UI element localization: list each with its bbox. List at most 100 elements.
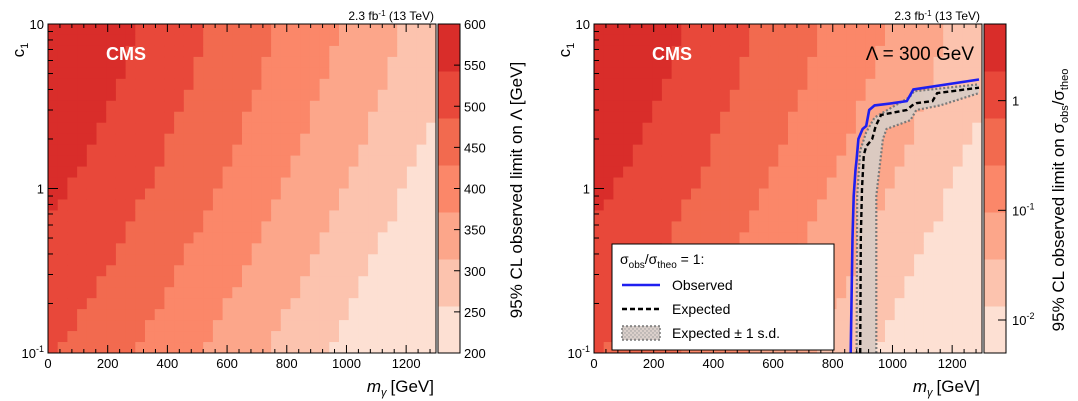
heatmap-cell bbox=[319, 265, 330, 277]
heatmap-cell bbox=[661, 166, 673, 179]
heatmap-cell bbox=[817, 34, 828, 47]
heatmap-cell bbox=[681, 122, 692, 135]
heatmap-cell bbox=[720, 155, 731, 168]
heatmap-cell bbox=[329, 265, 340, 277]
heatmap-cell bbox=[339, 177, 350, 190]
heatmap-cell bbox=[96, 243, 107, 255]
heatmap-cell bbox=[106, 210, 117, 222]
heatmap-cell bbox=[710, 45, 721, 58]
heatmap-cell bbox=[115, 45, 127, 58]
heatmap-cell bbox=[914, 34, 925, 47]
heatmap-cell bbox=[778, 56, 789, 69]
heatmap-cell bbox=[952, 298, 964, 310]
heatmap-cell bbox=[788, 199, 799, 212]
heatmap-cell bbox=[885, 144, 896, 157]
heatmap-cell bbox=[48, 56, 59, 69]
heatmap-cell bbox=[817, 111, 828, 124]
heatmap-cell bbox=[309, 78, 321, 91]
heatmap-cell bbox=[203, 276, 214, 288]
heatmap-cell bbox=[125, 24, 136, 36]
heatmap-cell bbox=[923, 166, 935, 179]
heatmap-cell bbox=[164, 177, 175, 190]
heatmap-cell bbox=[972, 122, 982, 135]
heatmap-cell bbox=[164, 265, 175, 277]
heatmap-cell bbox=[174, 287, 185, 299]
heatmap-cell bbox=[426, 331, 436, 343]
heatmap-cell bbox=[271, 144, 282, 157]
heatmap-cell bbox=[406, 100, 418, 113]
heatmap-cell bbox=[309, 199, 321, 212]
heatmap-cell bbox=[193, 320, 204, 332]
heatmap-cell bbox=[164, 45, 175, 58]
heatmap-cell bbox=[788, 24, 799, 36]
heatmap-cell bbox=[972, 254, 982, 266]
heatmap-cell bbox=[232, 24, 243, 36]
heatmap-cell bbox=[309, 342, 321, 353]
heatmap-cell bbox=[164, 24, 175, 36]
heatmap-cell bbox=[290, 166, 301, 179]
heatmap-cell bbox=[700, 56, 711, 69]
heatmap-cell bbox=[212, 188, 224, 201]
heatmap-cell bbox=[86, 133, 98, 146]
heatmap-cell bbox=[603, 320, 614, 332]
heatmap-cell bbox=[661, 188, 673, 201]
heatmap-cell bbox=[397, 56, 408, 69]
heatmap-cell bbox=[846, 133, 857, 146]
heatmap-cell bbox=[406, 78, 418, 91]
heatmap-cell bbox=[86, 287, 98, 299]
heatmap-cell bbox=[125, 342, 136, 353]
heatmap-cell bbox=[914, 254, 925, 266]
heatmap-cell bbox=[300, 155, 311, 168]
expected-line bbox=[859, 86, 980, 353]
heatmap-cell bbox=[426, 276, 436, 288]
heatmap-cell bbox=[86, 276, 98, 288]
heatmap-cell bbox=[758, 155, 770, 168]
heatmap-cell bbox=[914, 298, 925, 310]
heatmap-cell bbox=[962, 232, 973, 244]
heatmap-cell bbox=[416, 45, 427, 58]
heatmap-cell bbox=[836, 56, 847, 69]
heatmap-cell bbox=[923, 177, 935, 190]
heatmap-cell bbox=[807, 221, 818, 233]
heatmap-cell bbox=[348, 331, 359, 343]
heatmap-cell bbox=[613, 24, 624, 36]
heatmap-cell bbox=[96, 89, 107, 102]
heatmap-cell bbox=[720, 144, 731, 157]
heatmap-cell bbox=[67, 287, 78, 299]
heatmap-cell bbox=[242, 320, 253, 332]
heatmap-cell bbox=[826, 166, 838, 179]
heatmap-cell bbox=[86, 166, 98, 179]
heatmap-cell bbox=[397, 199, 408, 212]
heatmap-cell bbox=[817, 188, 828, 201]
heatmap-cell bbox=[232, 254, 243, 266]
heatmap-cell bbox=[77, 45, 88, 58]
heatmap-cell bbox=[768, 89, 779, 102]
heatmap-cell bbox=[865, 24, 876, 36]
heatmap-cell bbox=[67, 166, 78, 179]
heatmap-cell bbox=[613, 78, 624, 91]
heatmap-cell bbox=[933, 331, 944, 343]
heatmap-cell bbox=[300, 144, 311, 157]
heatmap-cell bbox=[242, 199, 253, 212]
heatmap-cell bbox=[96, 221, 107, 233]
heatmap-cell bbox=[164, 34, 175, 47]
heatmap-cell bbox=[700, 67, 711, 80]
heatmap-cell bbox=[778, 45, 789, 58]
right-cms-label: CMS bbox=[652, 44, 692, 64]
heatmap-cell bbox=[817, 199, 828, 212]
heatmap-cell bbox=[865, 89, 876, 102]
heatmap-cell bbox=[222, 199, 233, 212]
heatmap-cell bbox=[368, 111, 379, 124]
heatmap-cell bbox=[623, 144, 634, 157]
heatmap-cell bbox=[164, 243, 175, 255]
heatmap-cell bbox=[251, 320, 262, 332]
heatmap-cell bbox=[67, 122, 78, 135]
heatmap-cell bbox=[164, 254, 175, 266]
heatmap-cell bbox=[125, 122, 136, 135]
heatmap-cell bbox=[846, 188, 857, 201]
heatmap-cell bbox=[174, 133, 185, 146]
heatmap-cell bbox=[232, 221, 243, 233]
heatmap-cell bbox=[387, 265, 398, 277]
heatmap-cell bbox=[106, 166, 117, 179]
heatmap-cell bbox=[671, 232, 682, 244]
